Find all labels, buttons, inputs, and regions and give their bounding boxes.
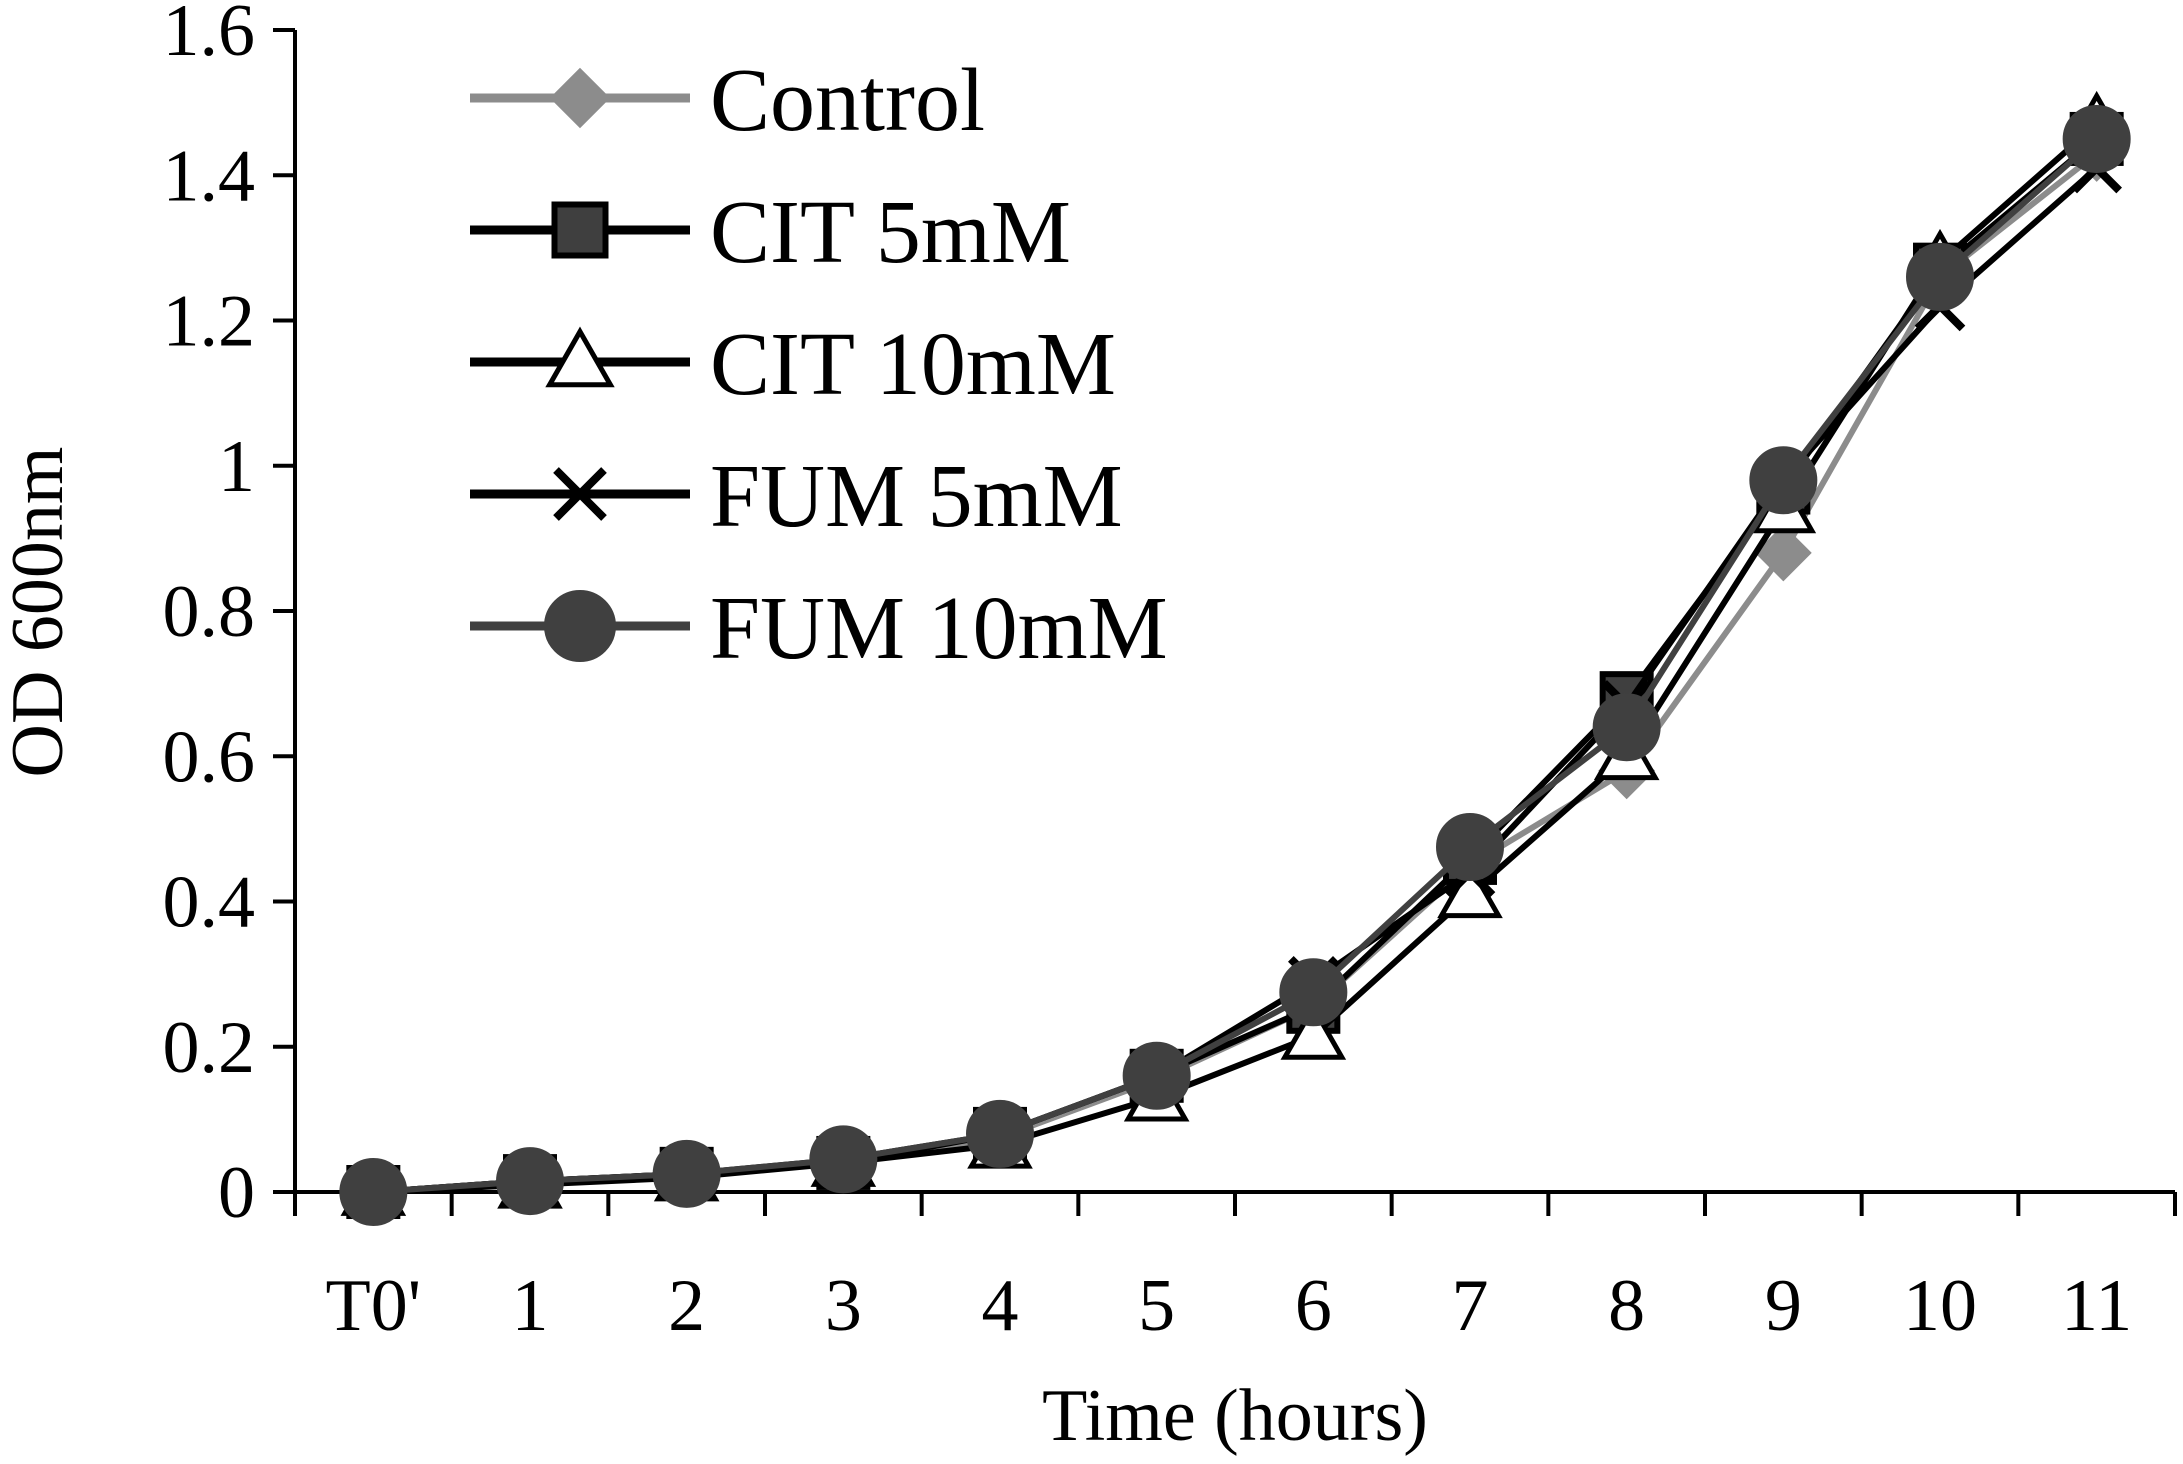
- legend-label: Control: [710, 51, 985, 150]
- series-cit-5mm: [346, 111, 2124, 1219]
- y-axis-ticks: 0 0.2 0.4 0.6 0.8 1 1.2 1.4 1.6: [163, 0, 295, 1234]
- legend-item: FUM 10mM: [470, 579, 1168, 678]
- series-group: [339, 90, 2131, 1226]
- x-tick-label: 8: [1608, 1265, 1645, 1347]
- data-point: [652, 1139, 721, 1208]
- data-point: [549, 67, 611, 129]
- y-axis-title: OD 600nm: [0, 447, 79, 778]
- x-axis-title: Time (hours): [1042, 1375, 1428, 1457]
- series-control: [344, 125, 2126, 1221]
- legend-label: CIT 5mM: [710, 183, 1071, 282]
- series-line: [373, 136, 2099, 1195]
- legend-label: CIT 10mM: [710, 315, 1116, 414]
- data-point: [1436, 813, 1504, 882]
- data-point: [551, 201, 609, 259]
- x-tick-label: 5: [1138, 1265, 1175, 1347]
- x-tick-label: 3: [825, 1265, 862, 1347]
- legend-item: CIT 10mM: [470, 315, 1116, 414]
- data-point: [544, 590, 616, 662]
- legend-label: FUM 5mM: [710, 447, 1123, 546]
- data-point: [1592, 693, 1661, 762]
- x-tick-label: 10: [1903, 1265, 1977, 1347]
- data-point: [1906, 242, 1974, 311]
- data-point: [553, 467, 607, 521]
- data-point: [496, 1147, 564, 1216]
- data-point: [1122, 1041, 1191, 1110]
- x-tick-label: 7: [1452, 1265, 1489, 1347]
- y-tick-label: 0.8: [163, 571, 256, 653]
- y-tick-label: 0.6: [163, 716, 256, 798]
- data-point: [966, 1099, 1034, 1168]
- data-point: [2062, 104, 2131, 173]
- data-point: [1279, 958, 1348, 1027]
- series-fum-10mm: [339, 104, 2131, 1226]
- y-tick-label: 1.6: [163, 0, 256, 72]
- data-point: [1280, 1002, 1347, 1060]
- y-tick-label: 1.2: [163, 281, 256, 363]
- legend: Control CIT 5mM CIT 10mM FUM 5mM FUM 10mM: [470, 51, 1168, 678]
- data-point: [339, 1158, 408, 1226]
- y-tick-label: 0.4: [163, 862, 256, 944]
- x-tick-label: T0': [326, 1265, 422, 1347]
- y-tick-label: 0.2: [163, 1007, 256, 1089]
- y-tick-label: 0: [218, 1152, 255, 1234]
- x-tick-label: 9: [1765, 1265, 1802, 1347]
- x-tick-label: 1: [512, 1265, 549, 1347]
- legend-item: CIT 5mM: [470, 183, 1071, 282]
- y-tick-label: 1: [218, 426, 255, 508]
- x-axis-ticks: T0' 1 2 3 4 5 6 7 8 9 10 11: [293, 1192, 2177, 1347]
- data-point: [545, 326, 615, 388]
- legend-item: Control: [470, 51, 985, 150]
- data-point: [1754, 524, 1812, 582]
- legend-label: FUM 10mM: [710, 579, 1168, 678]
- data-point: [1749, 446, 1818, 515]
- data-point: [809, 1125, 878, 1194]
- legend-item: FUM 5mM: [470, 447, 1123, 546]
- x-tick-label: 11: [2061, 1265, 2132, 1347]
- x-tick-label: 4: [982, 1265, 1019, 1347]
- x-tick-label: 2: [668, 1265, 705, 1347]
- x-tick-label: 6: [1295, 1265, 1332, 1347]
- series-fum-5mm: [348, 142, 2122, 1218]
- y-tick-label: 1.4: [163, 135, 256, 217]
